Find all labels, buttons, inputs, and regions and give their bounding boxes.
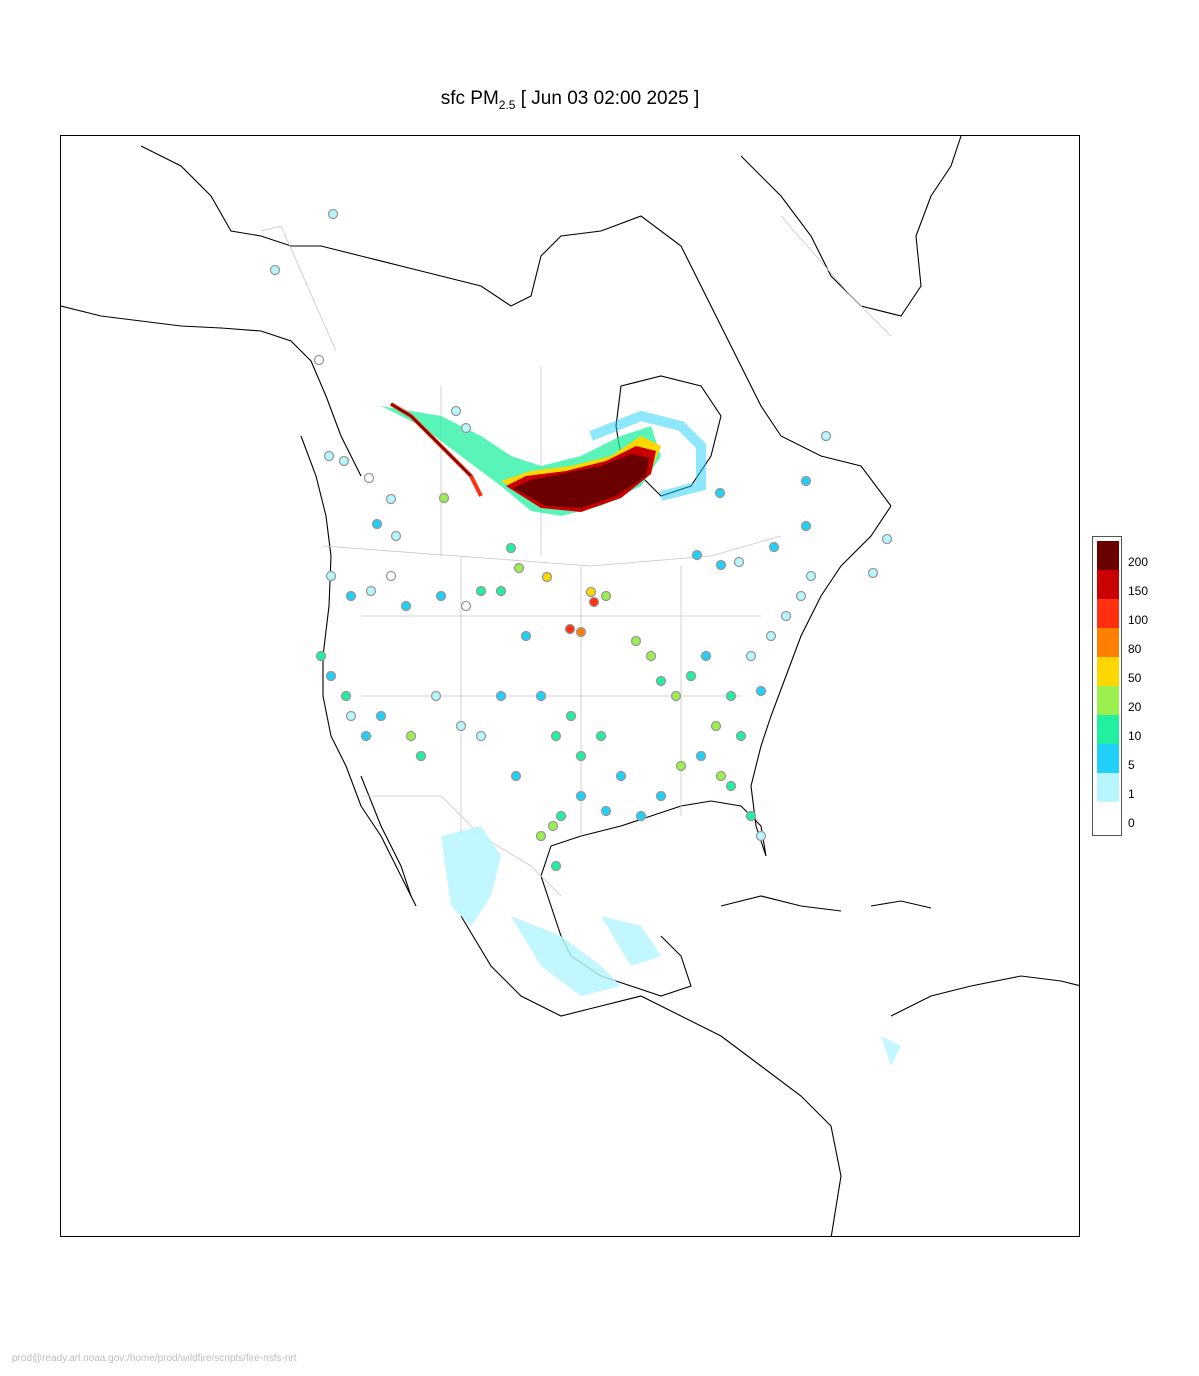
legend-swatch-100 [1097, 599, 1119, 628]
legend-label-10: 10 [1128, 729, 1142, 743]
legend-swatch-0 [1097, 802, 1119, 831]
legend-swatch-20 [1097, 686, 1119, 715]
legend-swatch-10 [1097, 715, 1119, 744]
map-canvas [61, 136, 1079, 1236]
legend-label-80: 80 [1128, 642, 1142, 656]
title-prefix: sfc PM [440, 88, 499, 109]
legend-label-200: 200 [1128, 555, 1149, 569]
source-footer: prod@ready.arl.noaa.gov:/home/prod/wildf… [12, 1353, 297, 1364]
legend-label-0: 0 [1128, 816, 1135, 830]
legend-label-20: 20 [1128, 700, 1142, 714]
title-suffix: [ Jun 03 02:00 2025 ] [515, 88, 700, 109]
legend-label-5: 5 [1128, 758, 1135, 772]
station-dots [269, 208, 893, 872]
legend-swatch-5 [1097, 744, 1119, 773]
legend-swatch-1 [1097, 773, 1119, 802]
legend-label-50: 50 [1128, 671, 1142, 685]
legend-label-1: 1 [1128, 787, 1135, 801]
chart-title: sfc PM2.5 [ Jun 03 02:00 2025 ] [0, 88, 1140, 112]
map-panel [60, 135, 1080, 1237]
legend-swatch-50 [1097, 657, 1119, 686]
legend-swatch-200 [1097, 541, 1119, 570]
legend-label-150: 150 [1128, 584, 1149, 598]
legend-swatch-150 [1097, 570, 1119, 599]
smoke-plume [381, 402, 706, 516]
color-legend [1092, 536, 1122, 836]
title-subscript: 2.5 [498, 97, 516, 112]
political-boundaries [260, 215, 892, 897]
mexico-haze [441, 826, 901, 1066]
coastlines [61, 136, 1079, 1236]
legend-label-100: 100 [1128, 613, 1149, 627]
legend-swatch-80 [1097, 628, 1119, 657]
